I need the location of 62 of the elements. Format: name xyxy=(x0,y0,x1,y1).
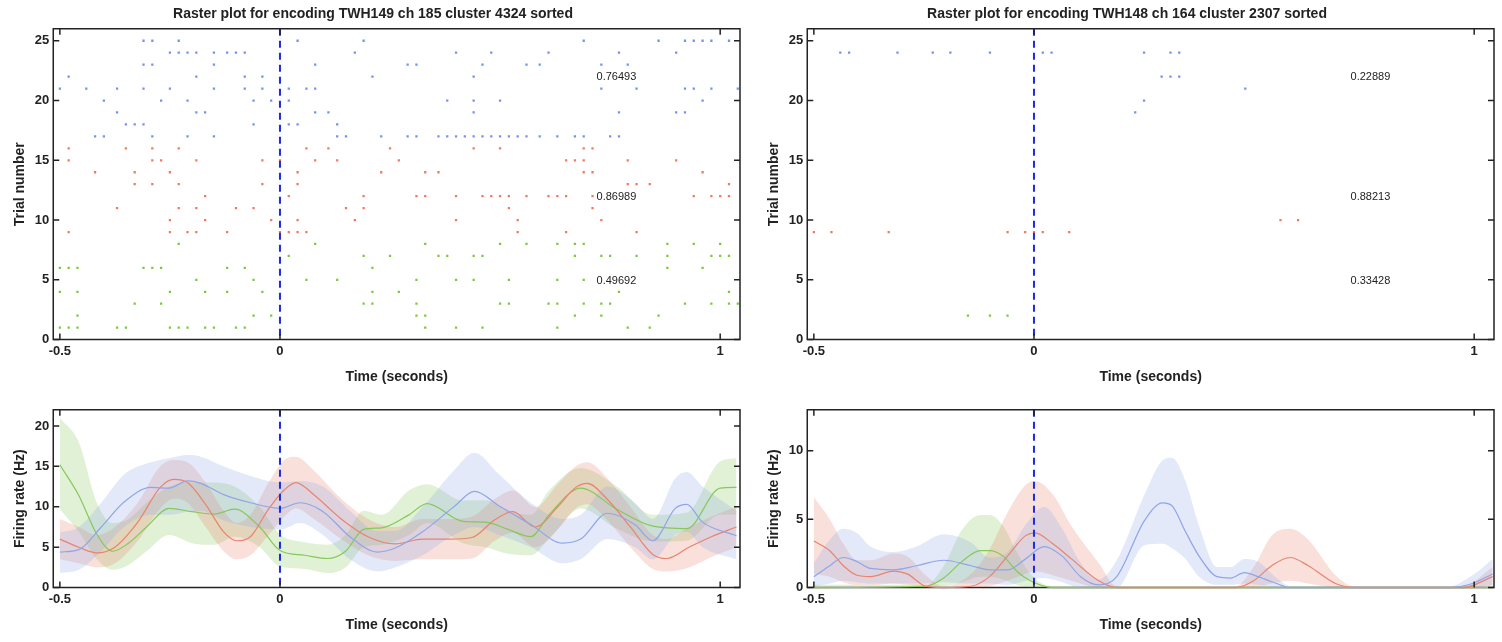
y-axis-title: Firing rate (Hz) xyxy=(11,449,28,549)
point xyxy=(1006,230,1009,234)
x-tick-label: 0 xyxy=(276,590,284,606)
annotation: 0.76493 xyxy=(596,69,637,82)
y-tick-label: 0 xyxy=(42,331,50,347)
annotation: 0.22889 xyxy=(1350,69,1391,82)
y-tick-label: 25 xyxy=(788,32,804,48)
x-axis-title: Time (seconds) xyxy=(1099,368,1202,385)
y-tick-label: 5 xyxy=(42,538,50,554)
x-axis-title: Time (seconds) xyxy=(1099,616,1202,633)
y-axis-title: Firing rate (Hz) xyxy=(765,449,782,549)
point xyxy=(830,230,833,234)
y-tick-label: 5 xyxy=(796,271,804,287)
point xyxy=(896,51,899,54)
y-tick-label: 15 xyxy=(34,151,50,167)
y-tick-label: 15 xyxy=(788,151,804,167)
y-tick-label: 5 xyxy=(42,271,50,287)
y-tick-label: 10 xyxy=(788,442,804,458)
y-axis-title: Trial number xyxy=(765,141,782,227)
y-tick-label: 10 xyxy=(34,211,50,227)
chart-title: Raster plot for encoding TWH148 ch 164 cluster 2307 sorted xyxy=(927,5,1327,22)
line-series xyxy=(813,502,1494,589)
y-tick-label: 10 xyxy=(788,211,804,227)
point xyxy=(1160,75,1163,78)
x-tick-label: 1 xyxy=(716,342,724,358)
annotation: 0.86989 xyxy=(596,189,637,202)
annotation: 0.88213 xyxy=(1350,189,1391,202)
chart-title: Raster plot for encoding TWH149 ch 185 cluster 4324 sorted xyxy=(173,5,573,22)
annotation: 0.49692 xyxy=(596,273,637,286)
y-axis-title: Trial number xyxy=(11,141,28,227)
y-tick-label: 20 xyxy=(34,92,50,108)
y-tick-label: 0 xyxy=(796,579,804,595)
point xyxy=(1178,75,1181,78)
y-tick-label: 0 xyxy=(796,331,804,347)
x-tick-label: -0.5 xyxy=(802,342,826,358)
point xyxy=(1279,218,1282,222)
y-tick-label: 15 xyxy=(34,457,50,473)
x-tick-label: -0.5 xyxy=(802,590,826,606)
point xyxy=(1169,75,1172,78)
y-tick-label: 20 xyxy=(788,92,804,108)
point xyxy=(1142,99,1146,102)
x-axis-title: Time (seconds) xyxy=(345,368,448,385)
x-axis-title: Time (seconds) xyxy=(345,616,448,633)
x-tick-label: 1 xyxy=(1470,342,1478,358)
y-tick-label: 0 xyxy=(42,579,50,595)
x-tick-label: -0.5 xyxy=(48,342,72,358)
x-tick-label: 0 xyxy=(1030,342,1038,358)
x-tick-label: 1 xyxy=(716,590,724,606)
point xyxy=(1006,314,1009,317)
y-tick-label: 10 xyxy=(34,498,50,514)
point xyxy=(1050,51,1053,54)
point xyxy=(1134,111,1137,114)
y-tick-label: 5 xyxy=(796,510,804,526)
y-tick-label: 20 xyxy=(34,417,50,433)
annotation: 0.33428 xyxy=(1350,273,1391,286)
point xyxy=(1169,51,1172,54)
point xyxy=(1244,87,1247,90)
x-tick-label: 0 xyxy=(1030,590,1038,606)
y-tick-label: 25 xyxy=(34,32,50,48)
x-tick-label: -0.5 xyxy=(48,590,72,606)
x-tick-label: 0 xyxy=(276,342,284,358)
x-tick-label: 1 xyxy=(1470,590,1478,606)
